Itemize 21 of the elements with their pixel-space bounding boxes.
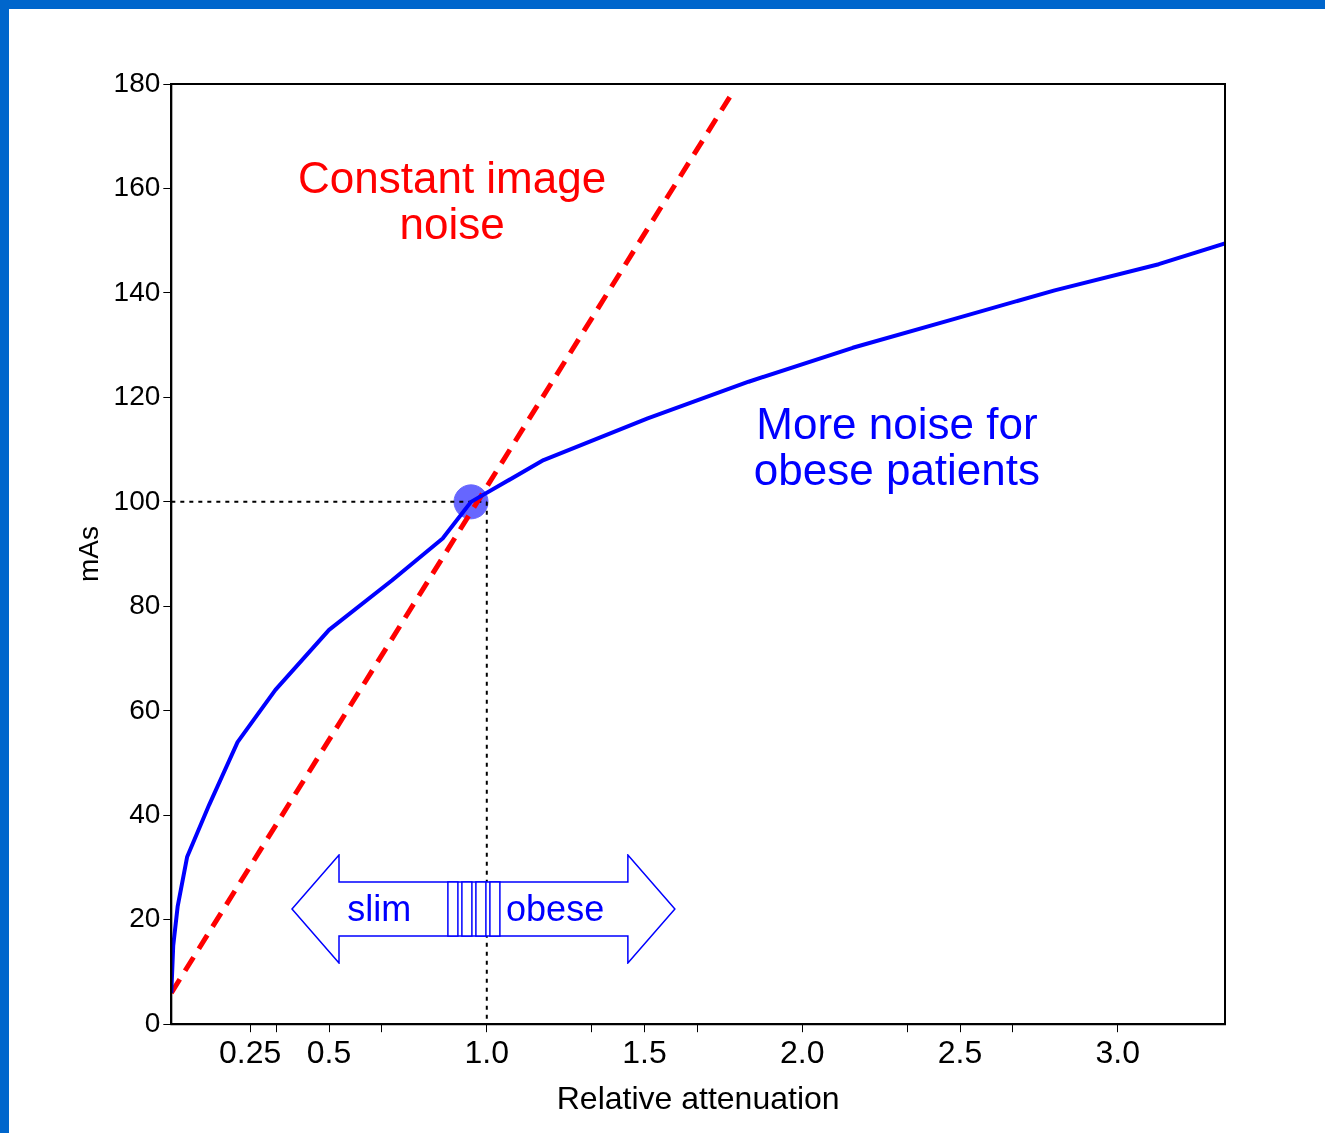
- x-axis-title: Relative attenuation: [556, 1079, 840, 1116]
- x-tick-label: 1.5: [622, 1034, 667, 1071]
- y-tick-label: 60: [129, 693, 161, 725]
- y-tick-label: 100: [113, 484, 161, 516]
- x-tick-label: 1.0: [464, 1034, 510, 1071]
- x-tick-label: 0.5: [306, 1034, 352, 1071]
- annotation: More noise for obese patients: [753, 398, 1041, 494]
- y-tick-label: 40: [129, 797, 161, 829]
- y-tick-label: 180: [113, 66, 161, 98]
- y-tick-label: 80: [129, 589, 161, 621]
- x-tick-label: 2.0: [780, 1034, 825, 1071]
- x-tick-label: 0.25: [219, 1034, 282, 1071]
- x-tick-label: 2.5: [937, 1034, 983, 1071]
- y-tick-label: 160: [113, 171, 161, 203]
- y-tick-label: 0: [144, 1006, 161, 1038]
- annotation: Constant image noise: [298, 153, 607, 249]
- x-tick-label: 3.0: [1095, 1034, 1140, 1071]
- y-axis-title: mAs: [72, 526, 104, 583]
- y-tick-label: 120: [113, 380, 161, 412]
- y-tick-label: 140: [113, 275, 161, 307]
- y-tick-label: 20: [129, 902, 161, 934]
